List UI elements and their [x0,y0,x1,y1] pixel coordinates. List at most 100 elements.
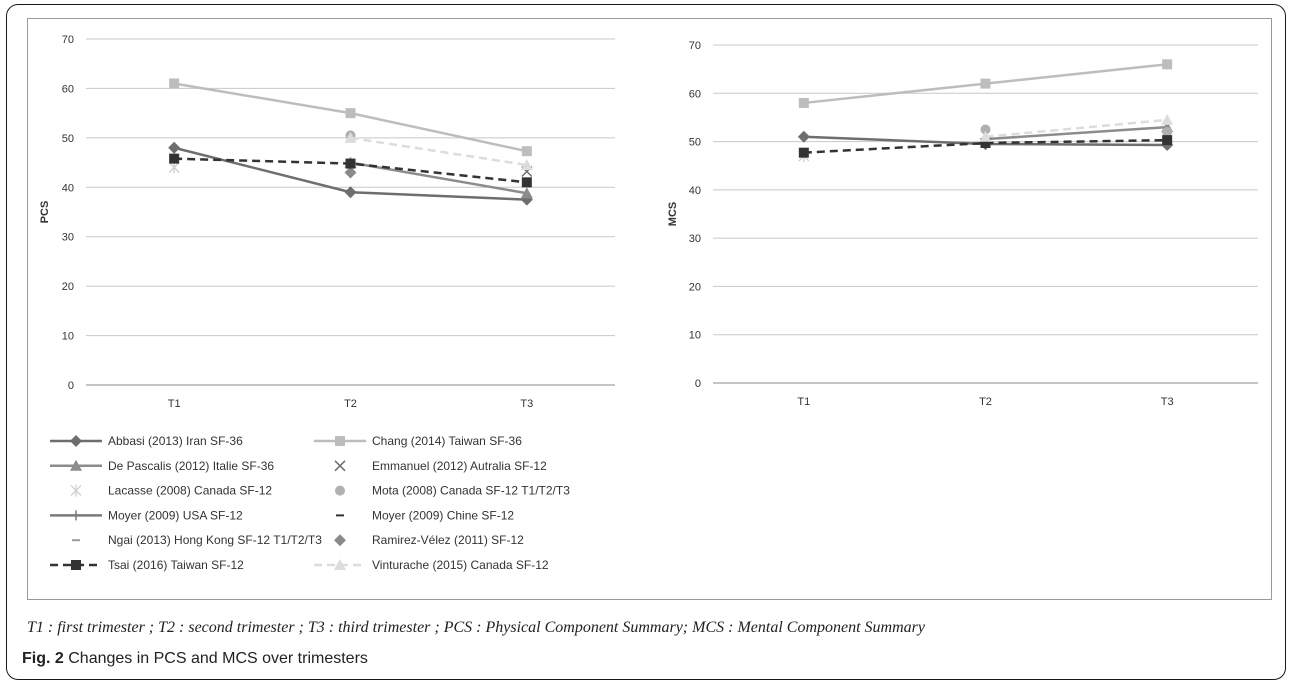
data-point [344,131,357,143]
legend-item-mota-2008-canada-sf-12-t1-t2-t3: Mota (2008) Canada SF-12 T1/T2/T3 [335,484,570,498]
legend-item-ramirez-v-lez-2011-sf-12: Ramirez-Vélez (2011) SF-12 [334,533,524,547]
series-ramirez-v-lez-2011-sf-12 [344,166,357,179]
chart-pcs: 0 10 20 30 40 50 60 70 T1 T2 T3 PCS [39,34,615,410]
y-tick-label: 20 [62,281,74,293]
y-tick-label: 10 [689,330,701,342]
y-tick-label: 40 [689,185,701,197]
legend-label: Vinturache (2015) Canada SF-12 [372,558,549,572]
legend-label: Abbasi (2013) Iran SF-36 [108,434,243,448]
data-point [980,124,991,135]
legend-swatch-marker [334,460,346,472]
data-point [168,141,181,154]
series-mota-2008-canada-sf-12-t1-t2-t3 [980,124,1173,137]
legend-swatch-marker [70,435,82,447]
x-tick-label: T3 [520,398,533,410]
series-line [803,138,1168,154]
data-point [798,147,809,158]
legend-item-moyer-2009-usa-sf-12: Moyer (2009) USA SF-12 [50,508,243,522]
legend-item-emmanuel-2012-autralia-sf-12: Emmanuel (2012) Autralia SF-12 [334,459,547,473]
data-point [1162,59,1173,70]
data-point [1162,126,1173,137]
data-point [344,166,357,179]
data-point [980,78,991,89]
x-tick-label: T1 [168,398,181,410]
y-tick-label: 30 [689,233,701,245]
legend-label: Tsai (2016) Taiwan SF-12 [108,558,244,572]
y-axis-label: MCS [667,202,679,226]
y-axis-label: PCS [39,201,51,224]
y-tick-label: 50 [689,137,701,149]
legend: Abbasi (2013) Iran SF-36 Chang (2014) Tai… [50,434,570,572]
legend-label: Ngai (2013) Hong Kong SF-12 T1/T2/T3 [108,533,322,547]
legend-item-abbasi-2013-iran-sf-36: Abbasi (2013) Iran SF-36 [50,434,243,448]
legend-item-tsai-2016-taiwan-sf-12: Tsai (2016) Taiwan SF-12 [50,558,244,572]
data-point [980,138,991,149]
data-point [798,97,809,108]
legend-swatch-marker [334,559,346,570]
legend-item-lacasse-2008-canada-sf-12: Lacasse (2008) Canada SF-12 [70,484,272,498]
data-point [521,146,532,157]
series-line [350,136,528,167]
y-tick-label: 60 [62,83,74,95]
data-point [521,177,532,188]
x-tick-label: T3 [1161,396,1174,408]
y-tick-label: 50 [62,133,74,145]
legend-label: Mota (2008) Canada SF-12 T1/T2/T3 [372,484,570,498]
legend-item-vinturache-2015-canada-sf-12: Vinturache (2015) Canada SF-12 [314,558,549,572]
legend-item-de-pascalis-2012-italie-sf-36: De Pascalis (2012) Italie SF-36 [50,459,274,473]
series-line [985,125,1168,141]
legend-item-moyer-2009-chine-sf-12: Moyer (2009) Chine SF-12 [336,508,514,522]
y-tick-label: 70 [689,40,701,52]
legend-item-ngai-2013-hong-kong-sf-12-t1-t2-t3: Ngai (2013) Hong Kong SF-12 T1/T2/T3 [72,533,322,547]
series-vinturache-2015-canada-sf-12 [344,131,533,171]
data-point [979,130,992,142]
legend-swatch-marker [71,510,81,521]
figure-caption: Fig. 2 Changes in PCS and MCS over trime… [22,650,368,668]
series-chang-2014-taiwan-sf-36 [169,78,532,157]
legend-label: De Pascalis (2012) Italie SF-36 [108,459,274,473]
legend-swatch-marker [71,560,81,570]
series-chang-2014-taiwan-sf-36 [798,59,1173,108]
charts-svg: 0 10 20 30 40 50 60 70 T1 T2 T3 PCS 0 10 20 30 40 50 60 70 T… [39,34,1258,572]
data-point [797,130,810,143]
data-point [169,78,180,89]
data-point [1161,113,1174,125]
data-point [169,153,180,164]
legend-label: Emmanuel (2012) Autralia SF-12 [372,459,547,473]
series-tsai-2016-taiwan-sf-12 [169,153,532,188]
data-point [344,186,357,199]
legend-swatch-marker [70,484,82,497]
series-vinturache-2015-canada-sf-12 [979,113,1174,142]
legend-swatch-marker [335,485,345,496]
y-tick-label: 60 [689,88,701,100]
legend-label: Chang (2014) Taiwan SF-36 [372,434,522,448]
data-point [345,158,356,169]
figure-footnote: T1 : first trimester ; T2 : second trime… [27,619,925,636]
legend-label: Lacasse (2008) Canada SF-12 [108,484,272,498]
x-tick-label: T2 [979,396,992,408]
figure-frame: 0 10 20 30 40 50 60 70 T1 T2 T3 PCS 0 10 20 30 40 50 60 70 T… [6,4,1286,680]
data-point [520,187,533,199]
chart-container: 0 10 20 30 40 50 60 70 T1 T2 T3 PCS 0 10 20 30 40 50 60 70 T… [27,18,1272,600]
legend-label: Ramirez-Vélez (2011) SF-12 [372,533,524,547]
series-line [985,118,1168,138]
figure-caption-text: Changes in PCS and MCS over trimesters [68,650,368,667]
y-tick-label: 0 [68,380,74,392]
series-line [350,161,528,195]
x-tick-label: T2 [344,398,357,410]
series-tsai-2016-taiwan-sf-12 [798,135,1173,158]
y-tick-label: 40 [62,182,74,194]
y-tick-label: 10 [62,331,74,343]
data-point [1162,135,1173,146]
legend-label: Moyer (2009) Chine SF-12 [372,508,514,522]
legend-swatch-marker [335,436,345,446]
legend-item-chang-2014-taiwan-sf-36: Chang (2014) Taiwan SF-36 [314,434,522,448]
data-point [345,108,356,119]
y-tick-label: 20 [689,281,701,293]
figure-label: Fig. 2 [22,650,64,667]
legend-label: Moyer (2009) USA SF-12 [108,508,243,522]
y-tick-label: 30 [62,232,74,244]
legend-swatch-marker [334,534,346,547]
legend-swatch-marker [70,459,82,471]
x-tick-label: T1 [797,396,810,408]
